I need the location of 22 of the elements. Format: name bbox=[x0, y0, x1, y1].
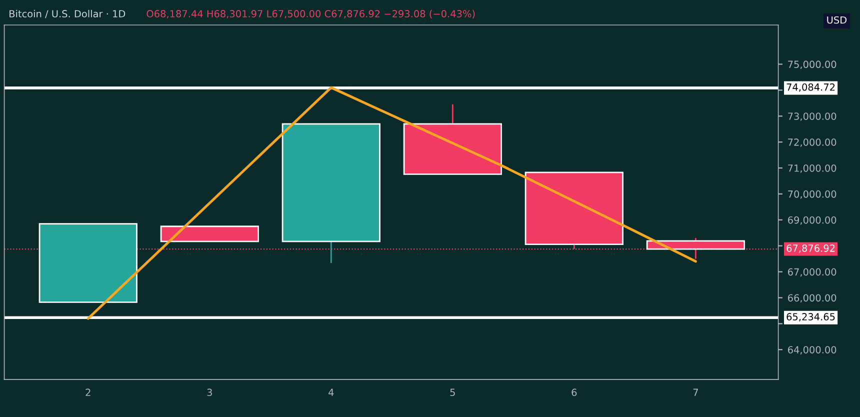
text: USD bbox=[827, 16, 847, 24]
y-tick-label: 72,000.00 bbox=[788, 138, 836, 147]
x-tick-label: 3 bbox=[207, 388, 212, 396]
ref-line-label: 67,876.92 bbox=[786, 244, 835, 253]
chart-title: Bitcoin / U.S. Dollar · 1D bbox=[10, 10, 126, 18]
x-tick-label: 7 bbox=[693, 388, 698, 396]
y-tick-label: 69,000.00 bbox=[788, 216, 836, 225]
ref-line-label: 65,234.65 bbox=[786, 313, 835, 322]
x-tick-label: 6 bbox=[572, 388, 577, 396]
line-series bbox=[86, 86, 697, 320]
y-tick-label: 67,000.00 bbox=[788, 268, 836, 277]
ref-line-label: 74,084.72 bbox=[786, 83, 835, 92]
x-tick-label: 5 bbox=[450, 388, 455, 396]
x-tick-label: 4 bbox=[328, 388, 334, 396]
x-tick-label: 2 bbox=[86, 388, 90, 396]
y-tick-label: 64,000.00 bbox=[788, 346, 836, 354]
y-tick-label: 75,000.00 bbox=[788, 60, 836, 70]
y-tick-label: 71,000.00 bbox=[788, 164, 836, 173]
y-tick-label: 70,000.00 bbox=[788, 190, 836, 199]
y-tick-label: 66,000.00 bbox=[788, 294, 836, 303]
chart-subtitle: O68,187.44 H68,301.97 L67,500.00 C67,876.92 −293.08 (−0.43%) bbox=[146, 10, 475, 19]
y-tick-label: 73,000.00 bbox=[788, 112, 836, 121]
